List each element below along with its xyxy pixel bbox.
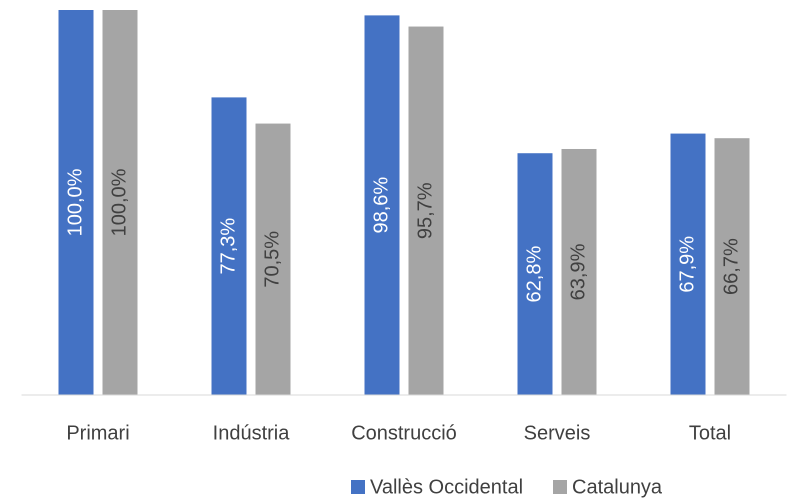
x-tick-label: Indústria — [213, 422, 291, 444]
bar — [58, 10, 94, 395]
bar — [408, 26, 444, 396]
x-tick-label: Construcció — [351, 422, 457, 444]
value-label: 95,7% — [414, 182, 436, 239]
bar — [255, 123, 291, 395]
value-label: 77,3% — [217, 218, 239, 275]
bar — [561, 148, 597, 395]
value-label: 70,5% — [261, 231, 283, 288]
value-label: 100,0% — [64, 168, 86, 236]
value-label: 66,7% — [720, 238, 742, 295]
x-tick-label: Total — [689, 422, 731, 444]
bar — [211, 97, 247, 396]
value-label: 67,9% — [676, 236, 698, 293]
bar — [102, 10, 138, 395]
bar — [364, 15, 400, 395]
bar — [670, 133, 706, 395]
x-tick-label: Serveis — [524, 422, 591, 444]
legend-label: Vallès Occidental — [370, 476, 523, 498]
value-label: 62,8% — [523, 246, 545, 303]
legend-swatch — [351, 480, 365, 494]
bar — [714, 138, 750, 395]
x-tick-label: Primari — [66, 422, 129, 444]
value-label: 98,6% — [370, 177, 392, 234]
legend-swatch — [553, 480, 567, 494]
value-label: 63,9% — [567, 243, 589, 300]
bar — [517, 153, 553, 395]
legend-label: Catalunya — [572, 476, 663, 498]
value-label: 100,0% — [108, 168, 130, 236]
